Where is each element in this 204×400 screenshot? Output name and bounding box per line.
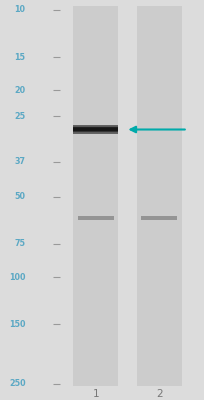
Text: 150: 150: [9, 320, 26, 329]
Text: 250: 250: [9, 379, 26, 388]
Bar: [73, 6, 118, 386]
Bar: [137, 6, 182, 386]
Bar: [141, 216, 177, 220]
Bar: [78, 216, 114, 220]
Text: 20: 20: [14, 86, 26, 95]
Text: 75: 75: [14, 239, 26, 248]
Text: 100: 100: [9, 273, 26, 282]
Text: 37: 37: [14, 157, 26, 166]
Text: 50: 50: [14, 192, 26, 201]
Text: 1: 1: [93, 389, 99, 399]
Text: 15: 15: [14, 52, 26, 62]
Text: 2: 2: [156, 389, 162, 399]
Text: 10: 10: [14, 6, 26, 14]
Text: 25: 25: [14, 112, 26, 121]
